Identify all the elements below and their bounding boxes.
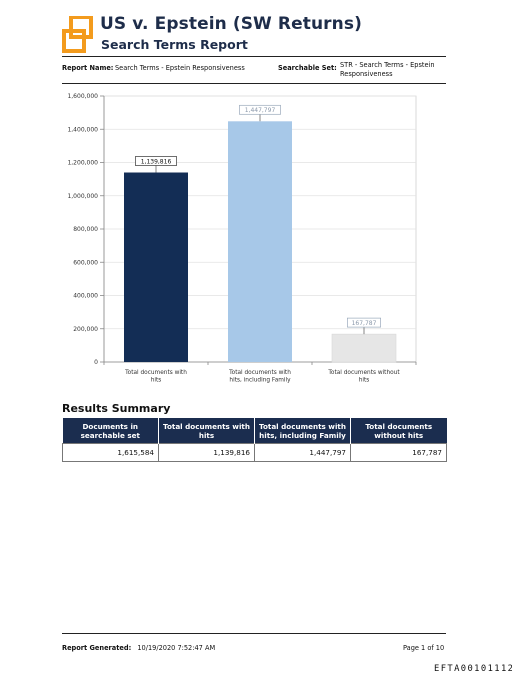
- summary-value-searchable-set: 1,615,584: [62, 443, 159, 462]
- y-tick-label: 1,000,000: [67, 193, 98, 200]
- y-tick-label: 200,000: [73, 326, 98, 333]
- y-tick-label: 400,000: [73, 293, 98, 300]
- data-label-box: [347, 317, 382, 328]
- y-tick-label: 800,000: [73, 226, 98, 233]
- searchable-set-label: Searchable Set:: [278, 64, 337, 72]
- chart-bar: [228, 121, 292, 363]
- report-title: US v. Epstein (SW Returns): [100, 14, 362, 34]
- hits-bar-chart: 0 200,000 400,000 600,000 800,000 1,000,000 1,…: [67, 93, 417, 383]
- y-tick-label: 1,400,000: [67, 126, 98, 133]
- info-divider: [62, 83, 446, 84]
- bates-number: EFTA00101112: [434, 664, 512, 674]
- report-name-value: Search Terms - Epstein Responsiveness: [115, 64, 245, 72]
- chart-bar: [331, 333, 397, 363]
- logo-icon: [62, 16, 93, 53]
- searchable-set-value-line2: Responsiveness: [340, 70, 393, 78]
- results-summary-table: Documents in searchable set Total documen…: [62, 418, 447, 462]
- summary-value-without-hits: 167,787: [350, 443, 447, 462]
- summary-value-with-family: 1,447,797: [254, 443, 351, 462]
- summary-header-cell: Total documents with hits, including Fami…: [254, 418, 351, 444]
- summary-header-cell: Documents in searchable set: [62, 418, 159, 444]
- data-label: 1,139,816: [141, 158, 172, 165]
- chart-bar: [124, 172, 188, 362]
- x-tick-label: Total documents with: [228, 370, 291, 376]
- x-tick-label: hits: [359, 377, 370, 383]
- report-generated-label: Report Generated:: [62, 644, 132, 652]
- summary-header-cell: Total documents without hits: [350, 418, 447, 444]
- summary-header-cell: Total documents with hits: [158, 418, 255, 444]
- data-label: 167,787: [352, 320, 377, 327]
- x-tick-label: Total documents with: [124, 370, 187, 376]
- report-generated: Report Generated: 10/19/2020 7:52:47 AM: [62, 644, 215, 652]
- data-label-box: [239, 104, 281, 115]
- y-tick-label: 1,600,000: [67, 93, 98, 100]
- report-generated-value: 10/19/2020 7:52:47 AM: [137, 644, 216, 652]
- footer-divider: [62, 633, 446, 634]
- y-tick-label: 0: [94, 359, 98, 366]
- summary-value-with-hits: 1,139,816: [158, 443, 255, 462]
- data-label-box: [135, 156, 177, 166]
- page-number: Page 1 of 10: [403, 644, 445, 652]
- x-tick-label: Total documents without: [327, 370, 400, 376]
- results-summary-title: Results Summary: [62, 402, 171, 415]
- report-name-label: Report Name:: [62, 64, 114, 72]
- x-tick-label: hits: [151, 377, 162, 383]
- header-divider: [62, 56, 446, 57]
- table-row: 1,615,584 1,139,816 1,447,797 167,787: [62, 443, 447, 462]
- y-tick-label: 600,000: [73, 259, 98, 266]
- y-tick-label: 1,200,000: [67, 160, 98, 167]
- x-tick-label: hits, including Family: [229, 377, 291, 383]
- report-subtitle: Search Terms Report: [101, 37, 248, 52]
- data-label: 1,447,797: [245, 107, 276, 114]
- searchable-set-value-line1: STR - Search Terms - Epstein: [340, 61, 435, 69]
